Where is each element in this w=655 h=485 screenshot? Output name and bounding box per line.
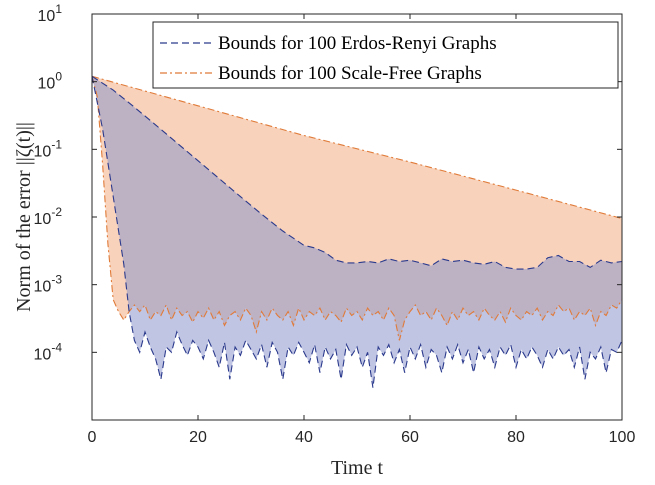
tick-labels: 0 20 40 60 80 100 10-4 10-3 10-2 10-1 100 101	[34, 2, 636, 446]
y-tick-label: 10-1	[34, 137, 63, 160]
y-tick-label: 10-3	[34, 273, 63, 296]
x-tick-label: 80	[507, 429, 525, 446]
x-tick-label: 60	[401, 429, 419, 446]
x-axis-label: Time t	[331, 457, 384, 479]
y-tick-label: 101	[38, 2, 63, 25]
ticks	[91, 13, 623, 420]
x-tick-label: 100	[609, 429, 636, 446]
lower-bound-line-scale-free	[91, 76, 623, 341]
y-tick-label: 10-4	[34, 340, 63, 363]
upper-bound-line-scale-free	[91, 75, 623, 220]
legend: Bounds for 100 Erdos-Renyi Graphs Bounds…	[152, 21, 619, 89]
series-areas	[92, 76, 622, 388]
lower-bound-line-erdos-renyi	[91, 76, 623, 388]
y-tick-label: 100	[38, 70, 63, 93]
y-axis-label: Norm of the error ||ζ(t)||	[13, 122, 35, 312]
x-axis-label-text: Time t	[331, 457, 384, 479]
x-tick-label: 20	[189, 429, 207, 446]
series-lines	[91, 75, 623, 388]
x-tick-label: 0	[88, 429, 97, 446]
area-erdos-renyi	[92, 76, 622, 388]
legend-box	[152, 21, 619, 89]
legend-label-erdos-renyi: Bounds for 100 Erdos-Renyi Graphs	[218, 33, 497, 54]
y-tick-label: 10-2	[34, 205, 63, 228]
upper-bound-line-erdos-renyi	[91, 75, 623, 270]
legend-label-scale-free: Bounds for 100 Scale-Free Graphs	[218, 63, 482, 84]
x-tick-label: 40	[295, 429, 313, 446]
